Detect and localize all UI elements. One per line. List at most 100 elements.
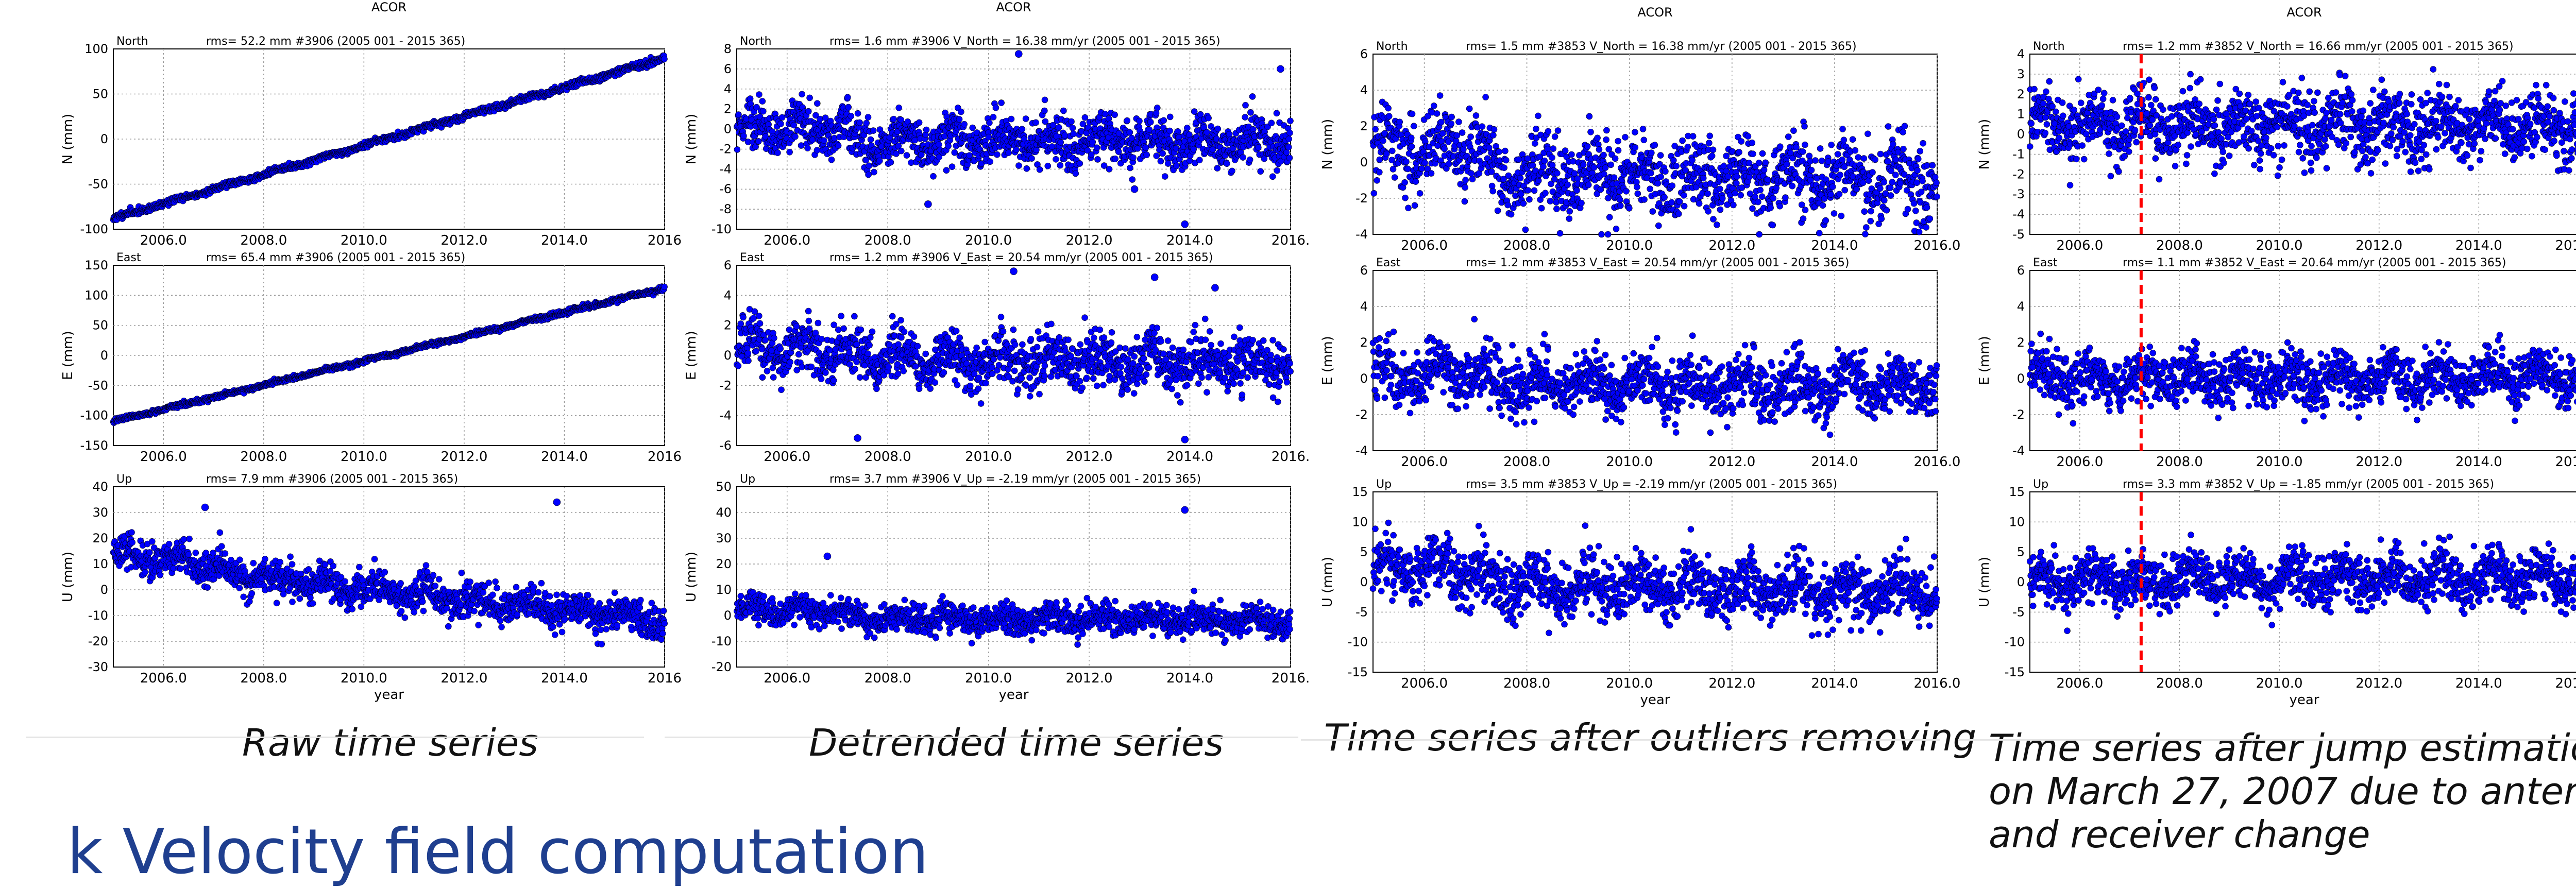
data-point: [828, 157, 835, 163]
y-tick-label: -100: [80, 408, 108, 423]
x-tick-label: 2008.0: [865, 233, 911, 248]
data-point: [531, 584, 537, 590]
data-point: [466, 584, 472, 590]
x-tick-label: 2006.0: [764, 233, 810, 248]
x-tick-label: 2010.0: [341, 449, 387, 465]
x-tick-label: 2014.0: [1166, 233, 1213, 248]
data-point: [480, 589, 486, 595]
data-point: [1082, 114, 1088, 121]
x-tick-label: 2014.0: [541, 671, 588, 686]
y-tick-label: 8: [724, 42, 732, 56]
data-point: [1106, 166, 1112, 172]
data-point: [436, 576, 442, 583]
data-point: [759, 98, 766, 105]
data-point: [821, 138, 827, 144]
data-point: [419, 599, 426, 605]
y-tick-label: 100: [84, 288, 108, 302]
data-point: [1070, 125, 1076, 131]
x-tick-label: 2008.0: [240, 233, 287, 248]
data-point: [845, 104, 852, 110]
data-point: [1023, 116, 1029, 122]
data-point: [547, 593, 553, 600]
data-point: [459, 570, 465, 576]
data-point: [181, 536, 187, 542]
data-point: [774, 150, 781, 156]
y-tick-label: 30: [92, 505, 108, 520]
x-tick-label: 2010.0: [341, 671, 387, 686]
x-tick-label: 2006.0: [140, 449, 187, 465]
data-point: [1062, 132, 1068, 139]
data-point: [185, 552, 192, 558]
data-point: [1143, 145, 1149, 151]
data-point: [559, 629, 565, 635]
data-point: [236, 585, 243, 591]
data-point: [791, 122, 797, 128]
data-point: [187, 536, 193, 542]
data-point: [486, 580, 492, 586]
data-point: [398, 580, 404, 586]
data-point: [777, 121, 784, 127]
data-point: [896, 105, 902, 111]
data-point: [499, 624, 505, 630]
data-point: [1024, 165, 1030, 172]
y-tick-label: 4: [724, 82, 732, 96]
component-label: North: [740, 35, 772, 48]
data-point: [356, 564, 362, 570]
data-point: [961, 121, 968, 127]
y-axis-label: U (mm): [60, 552, 76, 602]
data-point: [855, 110, 861, 116]
data-point: [898, 148, 904, 154]
data-point: [310, 601, 316, 607]
data-point: [205, 585, 211, 591]
y-tick-label: -150: [80, 438, 108, 453]
x-tick-label: 2008.0: [240, 449, 287, 465]
data-point: [592, 630, 599, 637]
data-point: [420, 608, 427, 614]
data-point: [476, 622, 482, 628]
data-point: [1053, 156, 1059, 162]
y-tick-label: 6: [724, 62, 732, 76]
data-point: [277, 559, 283, 565]
data-point: [756, 92, 762, 98]
y-tick-label: 2: [724, 102, 732, 116]
data-point: [607, 600, 614, 606]
data-point: [891, 116, 897, 122]
data-point: [146, 550, 152, 556]
x-tick-label: 2006.0: [140, 671, 187, 686]
data-point: [538, 580, 545, 586]
component-label: North: [116, 35, 148, 48]
data-point: [1137, 118, 1143, 124]
data-point: [1154, 153, 1160, 159]
component-label: Up: [116, 473, 132, 486]
data-point: [871, 169, 877, 175]
data-point: [866, 163, 872, 169]
data-point: [1112, 156, 1118, 162]
data-point: [603, 626, 609, 633]
data-point: [637, 597, 643, 603]
subplot-info: rms= 65.4 mm #3906 (2005 001 - 2015 365): [206, 251, 465, 264]
y-tick-label: -6: [719, 182, 732, 196]
data-point: [222, 551, 228, 557]
data-point: [735, 112, 741, 118]
data-point: [1077, 160, 1083, 166]
y-tick-label: 150: [84, 258, 108, 272]
data-point: [1144, 152, 1150, 158]
y-tick-label: 10: [92, 557, 108, 571]
y-axis-label: N (mm): [684, 114, 699, 165]
data-point: [218, 543, 225, 550]
data-point: [958, 109, 964, 115]
data-point: [1124, 117, 1130, 124]
data-point: [987, 159, 993, 165]
component-label: East: [116, 251, 141, 264]
data-point: [382, 569, 388, 575]
data-point: [1073, 170, 1079, 177]
data-point: [798, 143, 804, 149]
y-tick-label: -20: [88, 634, 108, 648]
y-tick-label: 100: [84, 42, 108, 56]
y-tick-label: 0: [100, 132, 108, 146]
data-point: [1041, 108, 1047, 114]
data-point: [489, 592, 496, 598]
